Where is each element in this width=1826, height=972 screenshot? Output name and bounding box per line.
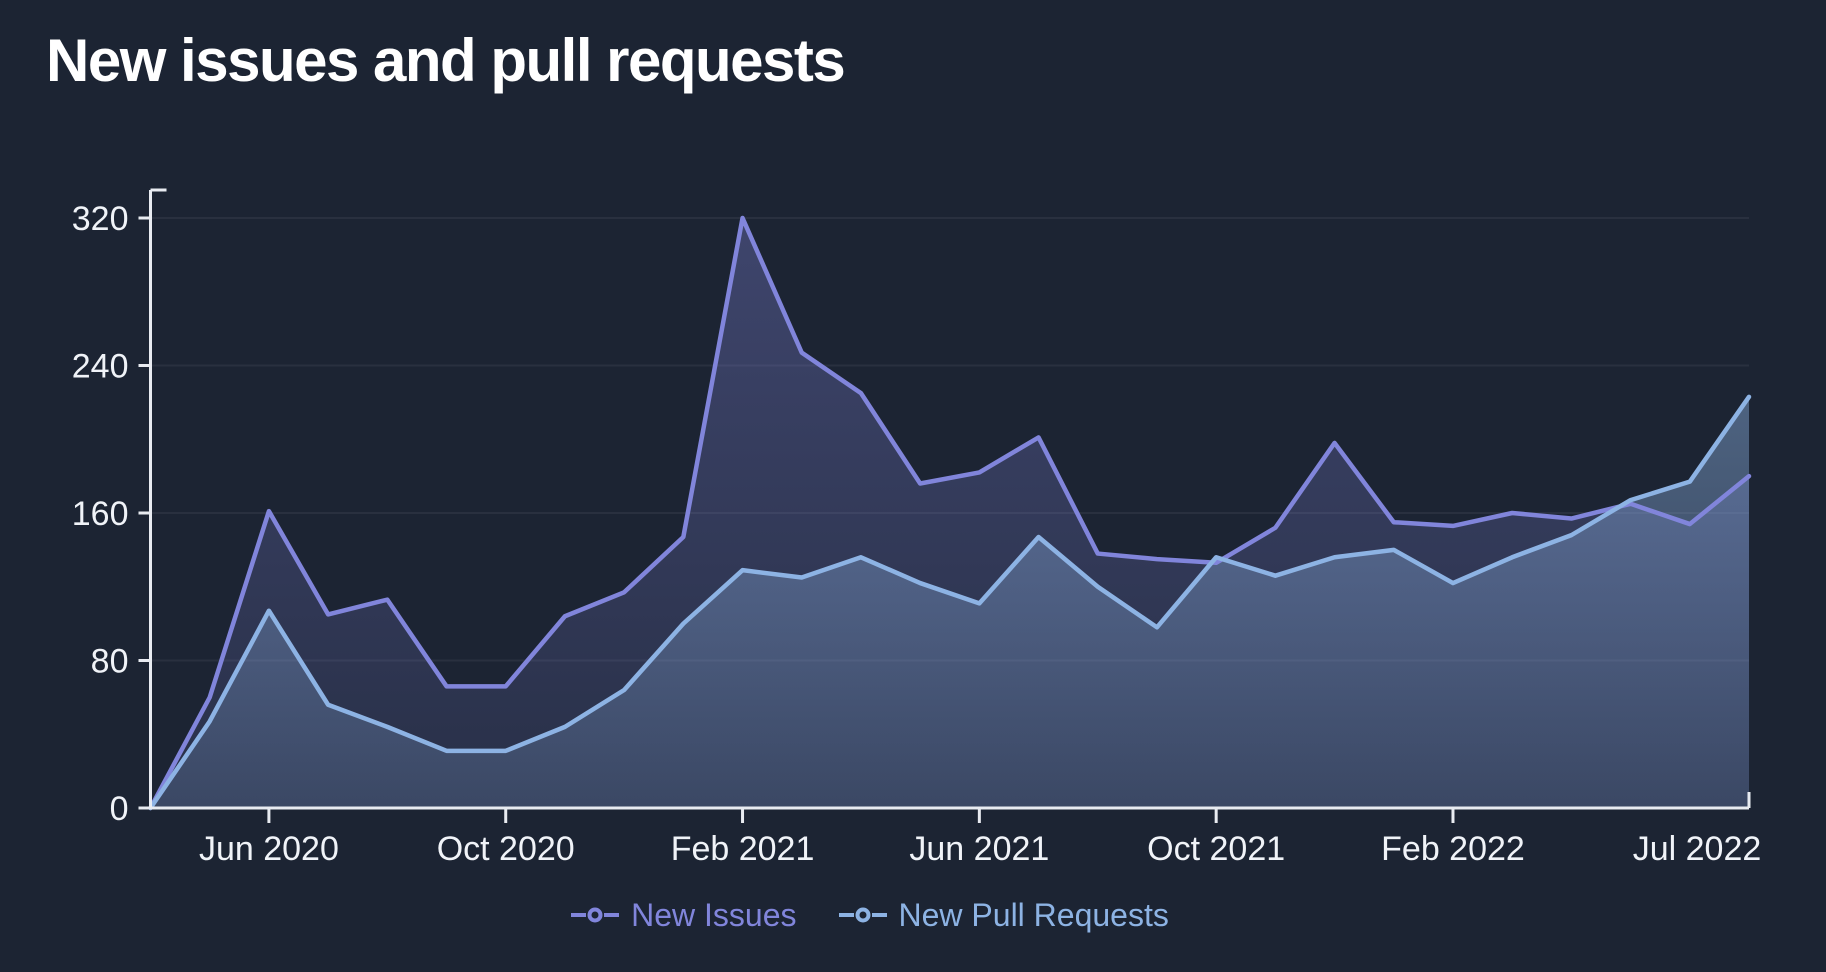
x-axis-label: Jun 2020 [199, 830, 339, 868]
series-area-new-pull-requests [150, 396, 1749, 808]
x-axis-label: Feb 2022 [1381, 830, 1525, 868]
chart-legend: New Issues New Pull Requests [0, 890, 1740, 940]
x-axis-label: Feb 2021 [671, 830, 815, 868]
series-line-new-issues[interactable] [148, 215, 1752, 811]
x-axis-label: Oct 2020 [437, 830, 575, 868]
legend-label: New Pull Requests [898, 896, 1169, 933]
y-axis-label: 80 [91, 643, 129, 681]
y-axis-label: 240 [72, 348, 129, 386]
x-axis-label: Jun 2021 [909, 830, 1049, 868]
page-title: New issues and pull requests [46, 27, 846, 94]
legend-label: New Issues [631, 896, 797, 933]
y-axis-label: 320 [72, 200, 129, 238]
legend-item-new-pull-requests[interactable]: New Pull Requests [838, 896, 1169, 934]
x-axis-label: Jul 2022 [1633, 830, 1762, 868]
legend-item-new-issues[interactable]: New Issues [571, 896, 797, 934]
series-line-new-pull-requests[interactable] [148, 394, 1752, 811]
y-axis-label: 0 [110, 790, 129, 828]
line-ring-marker-icon [838, 907, 887, 923]
line-ring-marker-icon [571, 907, 620, 923]
y-axis-label: 160 [72, 495, 129, 533]
x-axis-label: Oct 2021 [1147, 830, 1285, 868]
